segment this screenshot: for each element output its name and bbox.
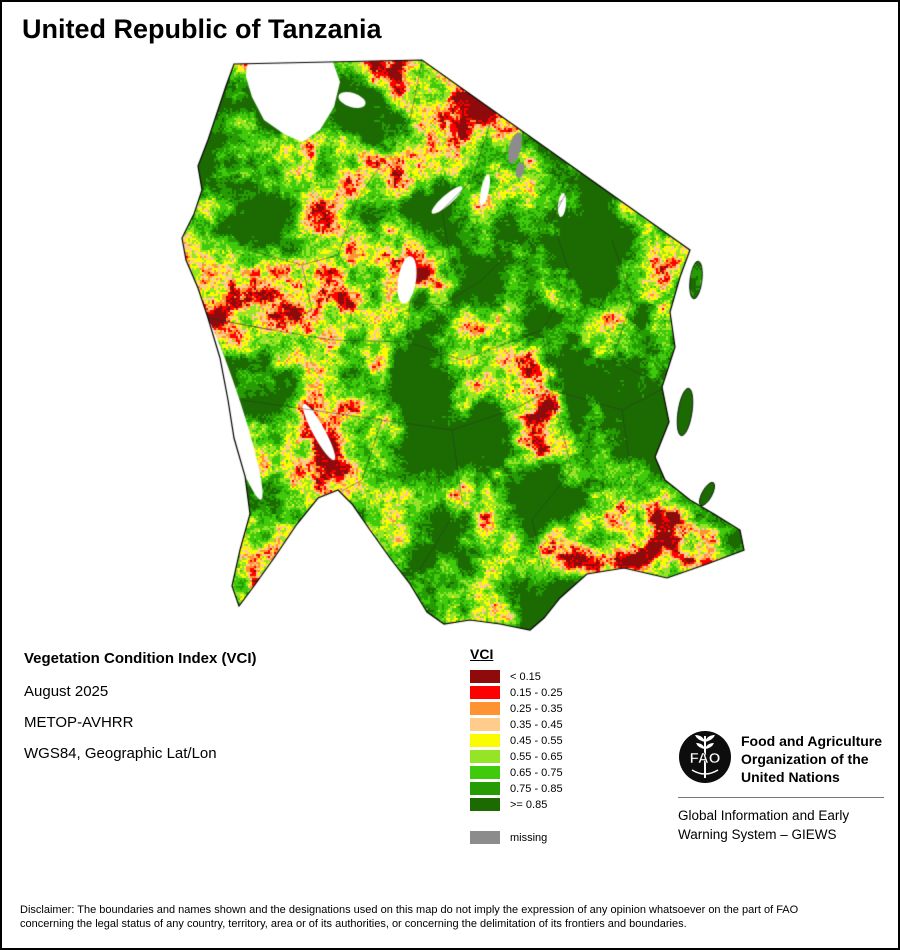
legend-swatch <box>470 750 500 763</box>
page-title: United Republic of Tanzania <box>22 14 382 44</box>
legend-label: 0.65 - 0.75 <box>510 766 563 779</box>
legend-row-missing: missing <box>470 831 563 844</box>
legend-label: 0.75 - 0.85 <box>510 782 563 795</box>
map-info-title: Vegetation Condition Index (VCI) <box>24 650 257 667</box>
disclaimer-text: Disclaimer: The boundaries and names sho… <box>20 904 799 930</box>
legend-row: 0.15 - 0.25 <box>470 686 563 699</box>
legend-label: >= 0.85 <box>510 798 548 811</box>
legend-swatch <box>470 766 500 779</box>
legend-swatch <box>470 782 500 795</box>
legend-row: 0.65 - 0.75 <box>470 766 563 779</box>
legend-swatch <box>470 718 500 731</box>
map-info-sensor: METOP-AVHRR <box>24 714 134 731</box>
legend-row: >= 0.85 <box>470 798 563 811</box>
legend-label: 0.15 - 0.25 <box>510 686 563 699</box>
legend-swatch <box>470 734 500 747</box>
legend-row: 0.35 - 0.45 <box>470 718 563 731</box>
legend-swatch-missing <box>470 831 500 844</box>
legend-swatch <box>470 702 500 715</box>
svg-text:FAO: FAO <box>690 750 721 767</box>
legend-row: 0.45 - 0.55 <box>470 734 563 747</box>
fao-divider <box>678 797 884 798</box>
fao-block: FAO Food and Agriculture Organization of… <box>678 730 888 844</box>
legend-label: 0.25 - 0.35 <box>510 702 563 715</box>
map-info-block: Vegetation Condition Index (VCI) August … <box>24 650 257 776</box>
map-info-date: August 2025 <box>24 683 109 700</box>
legend-row: 0.55 - 0.65 <box>470 750 563 763</box>
legend-row: 0.75 - 0.85 <box>470 782 563 795</box>
map-info-projection: WGS84, Geographic Lat/Lon <box>24 745 217 762</box>
legend-label-missing: missing <box>510 831 548 844</box>
legend-label: 0.45 - 0.55 <box>510 734 563 747</box>
fao-org-name: Food and Agriculture Organization of the… <box>741 733 883 785</box>
legend-swatch <box>470 686 500 699</box>
legend-header: VCI <box>470 646 494 662</box>
legend-row: < 0.15 <box>470 670 563 683</box>
legend-swatch <box>470 670 500 683</box>
tanzania-vci-map <box>152 50 772 650</box>
legend-row: 0.25 - 0.35 <box>470 702 563 715</box>
fao-logo-icon: FAO <box>679 731 731 783</box>
giews-caption: Global Information and Early Warning Sys… <box>678 808 850 842</box>
legend-label: 0.55 - 0.65 <box>510 750 563 763</box>
vci-legend: VCI < 0.15 0.15 - 0.25 0.25 - 0.35 0.35 … <box>470 646 563 847</box>
legend-label: 0.35 - 0.45 <box>510 718 563 731</box>
legend-label: < 0.15 <box>510 670 541 683</box>
legend-swatch <box>470 798 500 811</box>
